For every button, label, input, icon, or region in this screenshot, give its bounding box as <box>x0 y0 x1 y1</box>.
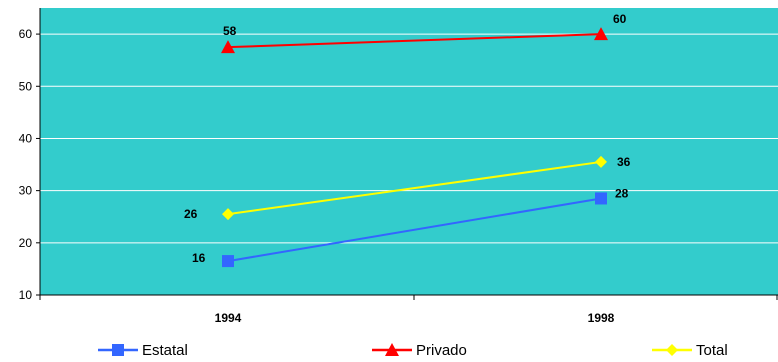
plot-area <box>40 8 778 295</box>
legend-label-privado: Privado <box>416 342 467 359</box>
series-group <box>221 27 608 268</box>
data-label-total: 26 <box>184 207 198 221</box>
data-label-privado: 58 <box>223 24 237 38</box>
data-label-total: 36 <box>617 155 631 169</box>
data-point-estatal <box>595 192 607 205</box>
gridlines <box>40 33 778 244</box>
y-tick-label: 20 <box>19 236 33 250</box>
legend-marker-estatal <box>112 344 124 356</box>
data-point-estatal <box>222 255 234 268</box>
data-labels: 16 28 58 60 26 36 <box>184 12 631 265</box>
x-tick-label: 1998 <box>588 311 615 325</box>
legend: Estatal Privado Total <box>98 342 728 359</box>
data-point-privado <box>594 27 608 41</box>
x-axis-ticks: 1994 1998 <box>39 295 778 325</box>
y-tick-label: 30 <box>19 184 33 198</box>
legend-label-estatal: Estatal <box>142 342 188 359</box>
y-tick-label: 60 <box>19 27 33 41</box>
y-axis-ticks: 10 20 30 40 50 60 <box>19 27 40 302</box>
legend-label-total: Total <box>696 342 728 359</box>
data-label-estatal: 16 <box>192 251 206 265</box>
y-tick-label: 40 <box>19 131 33 145</box>
x-tick-label: 1994 <box>215 311 242 325</box>
legend-marker-total <box>666 344 678 356</box>
series-line-total <box>227 160 602 216</box>
data-point-total <box>595 155 607 168</box>
data-label-estatal: 28 <box>615 186 629 200</box>
data-label-privado: 60 <box>613 12 627 26</box>
series-line-privado <box>227 33 602 49</box>
legend-marker-privado <box>385 343 399 356</box>
data-point-total <box>222 208 234 221</box>
axes <box>39 8 778 296</box>
data-point-privado <box>221 40 235 54</box>
series-line-estatal <box>227 197 602 263</box>
y-tick-label: 10 <box>19 288 33 302</box>
y-tick-label: 50 <box>19 79 33 93</box>
